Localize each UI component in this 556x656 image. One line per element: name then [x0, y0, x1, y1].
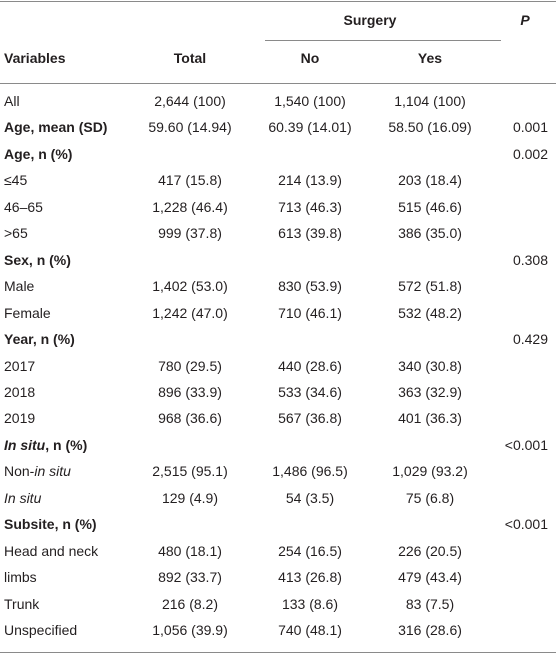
cell-value: 480 (18.1) [158, 542, 222, 559]
row-label: All [4, 93, 20, 109]
label-part: In situ [4, 489, 42, 506]
cell-value: 340 (30.8) [398, 357, 462, 374]
cell-value: 1,540 (100) [274, 93, 346, 109]
cell-value: 1,104 (100) [394, 93, 466, 109]
column-header: Variables [4, 50, 66, 66]
cell-value: 1,228 (46.4) [152, 198, 228, 215]
row-label: In situ [4, 489, 41, 507]
cell-value: 216 (8.2) [161, 595, 219, 612]
p-value: 0.308 [512, 251, 548, 268]
label-part: In situ [4, 436, 46, 453]
cell-value: 363 (32.9) [398, 383, 462, 400]
label-part: , n (%) [45, 436, 88, 453]
cell-value: 254 (16.5) [278, 542, 342, 559]
cell-value: 515 (46.6) [398, 198, 462, 215]
cell-value: 713 (46.3) [278, 198, 342, 215]
cell-value: 1,056 (39.9) [152, 622, 228, 638]
cell-value: 1,402 (53.0) [152, 278, 228, 295]
cell-value: 533 (34.6) [278, 383, 342, 400]
column-header: Yes [417, 50, 443, 66]
row-label: limbs [4, 569, 37, 586]
cell-value: 54 (3.5) [285, 489, 335, 506]
cell-value: 1,029 (93.2) [392, 463, 468, 480]
cell-value: 60.39 (14.01) [268, 119, 352, 136]
row-label: 2018 [4, 383, 36, 400]
row-label: In situ, n (%) [4, 436, 87, 454]
label-part: Non- [4, 463, 35, 480]
cell-value: 567 (36.8) [278, 410, 342, 427]
cell-value: 2,644 (100) [154, 93, 226, 109]
row-label: Male [4, 278, 35, 295]
cell-value: 780 (29.5) [158, 357, 222, 374]
column-header: Total [173, 50, 207, 66]
row-label: Non-in situ [4, 462, 71, 480]
row-label: Age, mean (SD) [4, 119, 108, 136]
row-label: Age, n (%) [4, 145, 73, 162]
row-label: Year, n (%) [4, 331, 75, 348]
label-part: in situ [34, 463, 71, 480]
p-value: 0.002 [512, 145, 548, 162]
cell-value: 386 (35.0) [398, 225, 462, 242]
p-value: <0.001 [504, 516, 548, 533]
row-label: Subsite, n (%) [4, 516, 97, 533]
cell-value: 740 (48.1) [278, 622, 342, 638]
cell-value: 968 (36.6) [158, 410, 222, 427]
header-rule [0, 83, 556, 84]
cell-value: 1,242 (47.0) [152, 304, 228, 321]
cell-value: 417 (15.8) [158, 172, 222, 189]
cell-value: 2,515 (95.1) [152, 463, 228, 480]
cell-value: 75 (6.8) [405, 489, 455, 506]
cell-value: 896 (33.9) [158, 383, 222, 400]
cell-value: 892 (33.7) [158, 569, 222, 586]
cell-value: 59.60 (14.94) [148, 119, 232, 136]
row-label: Trunk [4, 595, 40, 612]
cell-value: 129 (4.9) [161, 489, 219, 506]
cell-value: 479 (43.4) [398, 569, 462, 586]
cell-value: 830 (53.9) [278, 278, 342, 295]
bottom-rule [0, 652, 556, 653]
cell-value: 401 (36.3) [398, 410, 462, 427]
cell-value: 572 (51.8) [398, 278, 462, 295]
cell-value: 999 (37.8) [158, 225, 222, 242]
group-rule [265, 40, 501, 41]
row-label: 46–65 [4, 198, 43, 215]
row-label: 2017 [4, 357, 36, 374]
cell-value: 710 (46.1) [278, 304, 342, 321]
group-header: Surgery [343, 12, 397, 28]
cell-value: 532 (48.2) [398, 304, 462, 321]
p-value: 0.001 [512, 119, 548, 136]
cell-value: 133 (8.6) [281, 595, 339, 612]
row-label: Female [4, 304, 51, 321]
cell-value: 83 (7.5) [405, 595, 455, 612]
row-label: >65 [4, 225, 28, 242]
cell-value: 413 (26.8) [278, 569, 342, 586]
column-header: No [300, 50, 320, 66]
row-label: 2019 [4, 410, 36, 427]
p-header: P [520, 12, 530, 28]
cell-value: 613 (39.8) [278, 225, 342, 242]
row-label: Head and neck [4, 542, 99, 559]
cell-value: 203 (18.4) [398, 172, 462, 189]
row-label: ≤45 [4, 172, 28, 189]
cell-value: 316 (28.6) [398, 622, 462, 638]
row-label: Sex, n (%) [4, 251, 71, 268]
row-label: Unspecified [4, 622, 78, 638]
top-rule [0, 1, 556, 2]
p-value: <0.001 [504, 436, 548, 453]
cell-value: 440 (28.6) [278, 357, 342, 374]
cell-value: 1,486 (96.5) [272, 463, 348, 480]
cell-value: 226 (20.5) [398, 542, 462, 559]
p-value: 0.429 [512, 331, 548, 348]
cell-value: 214 (13.9) [278, 172, 342, 189]
cell-value: 58.50 (16.09) [388, 119, 472, 136]
